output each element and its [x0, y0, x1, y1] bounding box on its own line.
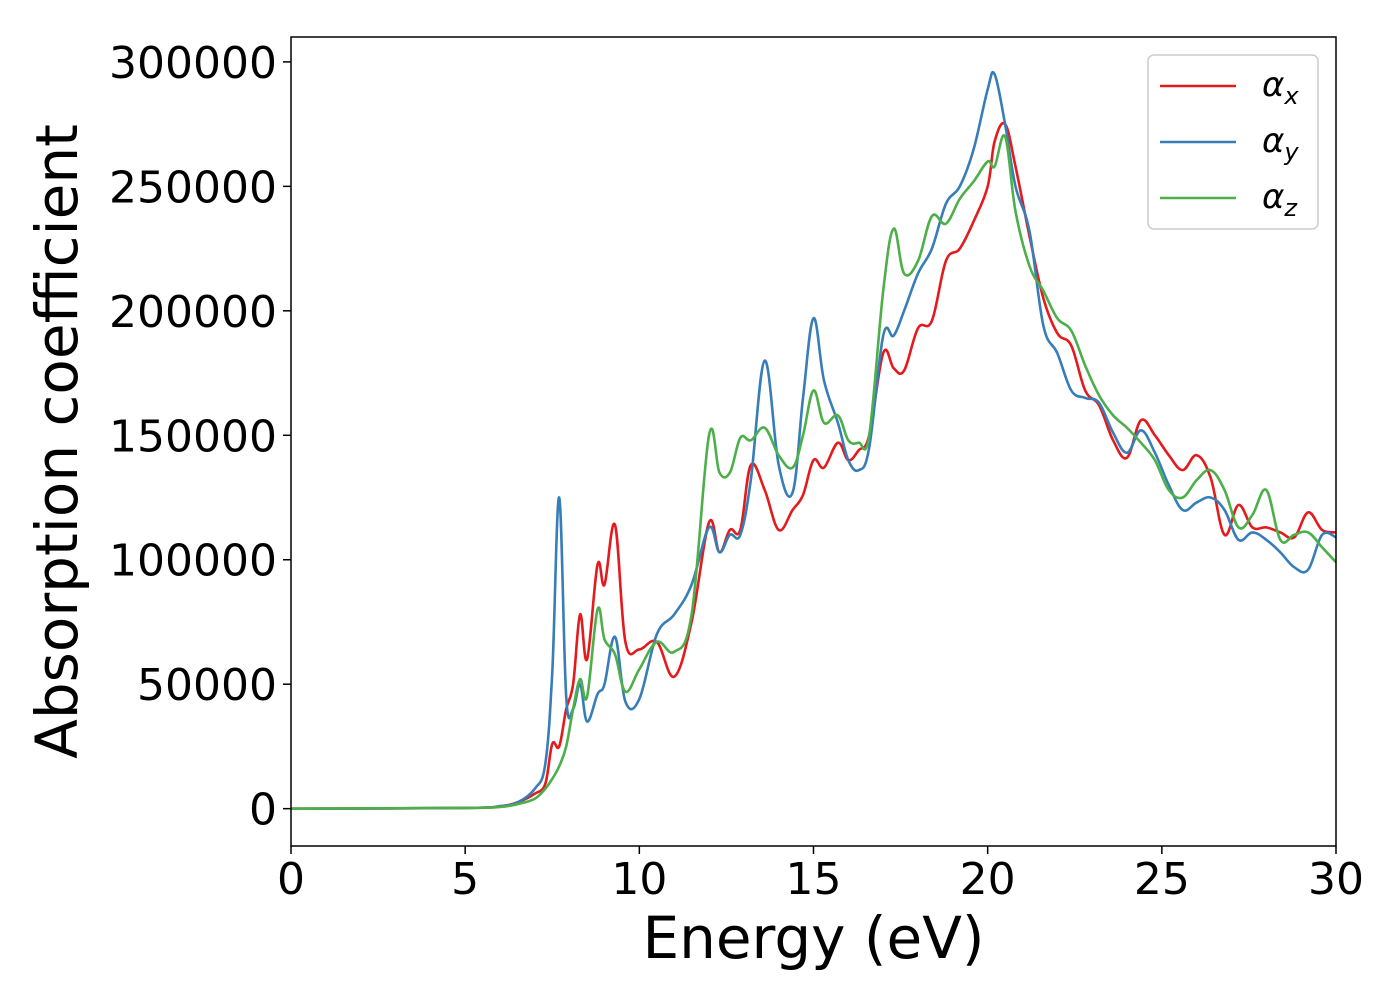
x-tick-label: 30 — [1308, 854, 1364, 905]
x-tick-label: 5 — [451, 854, 479, 905]
series-line-2 — [291, 70, 1336, 810]
y-tick-label: 250000 — [109, 162, 277, 213]
y-tick-label: 300000 — [109, 38, 277, 89]
x-tick-label: 15 — [786, 854, 842, 905]
series-line-3 — [291, 134, 1336, 810]
y-ticks: 0 50000 100000 150000 200000 250000 300000 — [109, 38, 291, 836]
legend-label: αz — [1262, 177, 1298, 222]
y-tick-label: 0 — [249, 785, 277, 836]
x-tick-label: 10 — [611, 854, 667, 905]
y-tick-label: 100000 — [109, 536, 277, 587]
x-axis-title: Energy (eV) — [642, 904, 984, 972]
y-tick-label: 50000 — [137, 660, 277, 711]
x-tick-label: 25 — [1134, 854, 1190, 905]
x-tick-label: 20 — [960, 854, 1016, 905]
y-axis-title: Absorption coefficient — [23, 124, 91, 759]
x-ticks: 0 5 10 15 20 25 30 — [277, 846, 1364, 905]
x-tick-label: 0 — [277, 854, 305, 905]
series-layer — [291, 70, 1336, 810]
y-tick-label: 200000 — [109, 287, 277, 338]
y-tick-label: 150000 — [109, 411, 277, 462]
